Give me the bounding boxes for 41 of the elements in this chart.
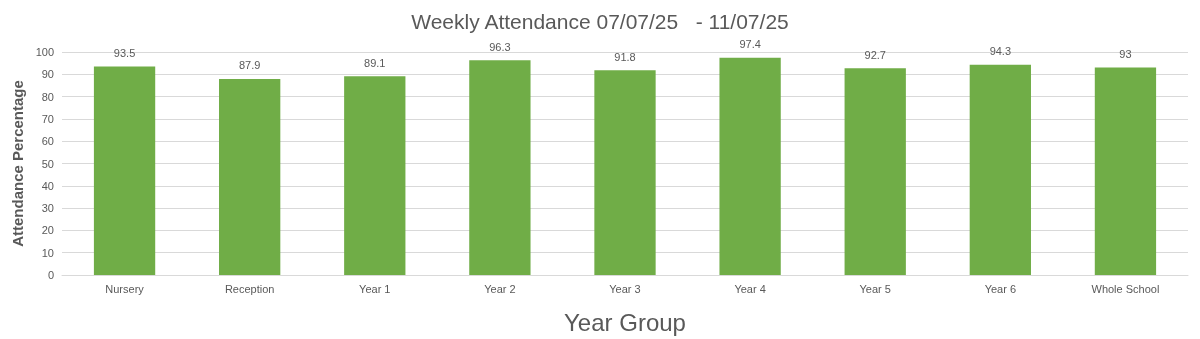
y-tick-label: 80 — [41, 90, 54, 103]
y-tick-label: 20 — [41, 224, 54, 237]
x-tick-label: Reception — [224, 282, 275, 295]
data-label: 89.1 — [364, 56, 386, 69]
y-tick-label: 90 — [41, 68, 54, 81]
x-tick-label: Year 4 — [734, 282, 766, 295]
bar — [719, 57, 781, 275]
bar — [344, 76, 406, 275]
data-label: 96.3 — [489, 40, 511, 53]
y-axis-title: Attendance Percentage — [8, 80, 26, 247]
bar — [93, 66, 156, 275]
y-tick-label: 30 — [41, 202, 54, 215]
x-tick-label: Year 1 — [359, 282, 391, 295]
data-label: 87.9 — [238, 59, 261, 72]
data-label: 94.3 — [989, 45, 1012, 58]
bar — [469, 60, 531, 275]
y-tick-label: 100 — [35, 46, 54, 58]
y-tick-label: 70 — [41, 112, 54, 125]
data-label: 93.5 — [113, 46, 136, 59]
y-tick-label: 0 — [47, 269, 54, 281]
bar — [594, 70, 656, 275]
x-axis-title: Year Group — [564, 308, 686, 336]
y-tick-label: 40 — [41, 179, 54, 192]
data-label: 93 — [1119, 48, 1132, 61]
x-tick-label: Year 6 — [984, 282, 1017, 295]
data-label: 92.7 — [864, 48, 886, 61]
y-tick-label: 50 — [41, 157, 54, 170]
chart-title: Weekly Attendance 07/07/25 - 11/07/25 — [411, 10, 789, 33]
data-label: 91.8 — [614, 50, 636, 63]
bar — [969, 64, 1031, 275]
bar — [844, 68, 906, 275]
y-tick-label: 60 — [41, 135, 54, 148]
x-tick-label: Nursery — [105, 282, 145, 295]
x-tick-label: Whole School — [1091, 282, 1160, 295]
bar — [219, 78, 281, 275]
data-label: 97.4 — [739, 38, 761, 51]
bar — [1094, 67, 1157, 275]
x-tick-label: Year 3 — [609, 282, 641, 295]
x-tick-label: Year 2 — [484, 282, 516, 295]
y-tick-label: 10 — [41, 246, 54, 259]
x-tick-label: Year 5 — [859, 282, 891, 295]
